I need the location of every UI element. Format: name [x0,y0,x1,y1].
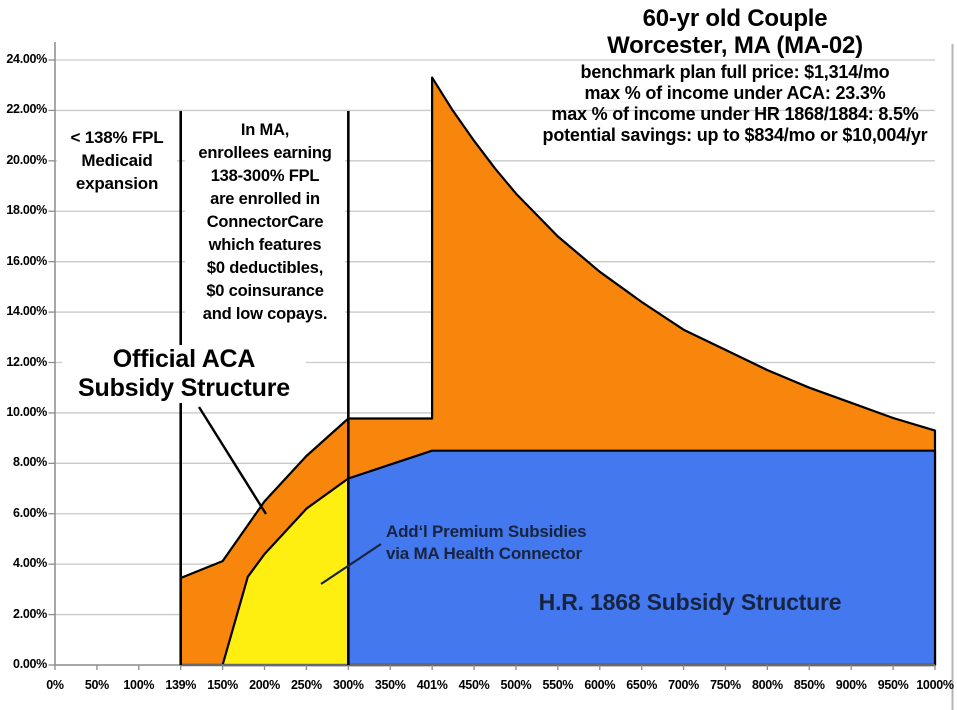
x-axis-tick-label: 800% [751,678,783,692]
x-axis-tick-label: 0% [46,678,64,692]
chart-subtitle-details-line: max % of income under ACA: 23.3% [584,83,886,103]
x-axis-tick-label: 500% [500,678,532,692]
official-aca-structure-label-line: Official ACA [112,345,256,373]
x-axis-tick-label: 550% [542,678,574,692]
x-axis-tick-label: 950% [877,678,909,692]
y-axis-tick-label: 16.00% [6,253,47,268]
connectorcare-note-line: ConnectorCare [206,213,324,231]
chart-subtitle-details: benchmark plan full price: $1,314/mo max … [515,62,955,146]
y-axis-tick-label: 18.00% [6,203,47,218]
x-axis-tick-label: 1000% [916,678,954,692]
x-axis-tick-label: 150% [207,678,238,692]
chart-subtitle-details-line: potential savings: up to $834/mo or $10,… [542,125,928,145]
x-axis-tick-label: 650% [626,678,658,692]
x-axis-tick-label: 700% [668,678,699,692]
x-axis-tick-label: 600% [584,678,616,692]
medicaid-expansion-note: < 138% FPL Medicaid expansion [57,126,177,198]
ma-additional-subsidies-label: Add‘l Premium Subsidies via MA Health Con… [386,521,626,565]
y-axis-tick-label: 24.00% [6,52,47,66]
y-axis-tick-label: 12.00% [6,354,47,369]
y-axis-tick-label: 0.00% [13,657,47,671]
official-aca-structure-label: Official ACA Subsidy Structure [62,345,306,403]
chart-title-block: 60-yr old Couple Worcester, MA (MA-02) be… [515,5,955,146]
ma-additional-subsidies-label-line: Add‘l Premium Subsidies [386,522,587,541]
connectorcare-note-line: enrollees earning [198,144,332,162]
y-axis-tick-label: 10.00% [6,404,47,419]
x-axis-tick-label: 250% [291,678,322,692]
x-axis-tick-label: 50% [84,678,109,692]
chart-title-line: Worcester, MA (MA-02) [607,32,863,59]
official-aca-structure-label-line: Subsidy Structure [78,374,290,402]
y-axis-tick-label: 2.00% [13,606,47,621]
aca-label-leader-line [197,406,268,515]
chart-subtitle-details-line: benchmark plan full price: $1,314/mo [580,62,890,82]
x-axis-tick-label: 401% [416,678,448,692]
connectorcare-note-line: $0 deductibles, [206,259,324,277]
hr1868-structure-label: H.R. 1868 Subsidy Structure [538,589,842,615]
connectorcare-note-line: and low copays. [202,305,328,323]
x-axis-tick-label: 450% [458,678,490,692]
connectorcare-note-line: are enrolled in [210,190,320,208]
y-axis-tick-label: 14.00% [6,304,47,319]
connectorcare-note-line: In MA, [240,121,290,139]
x-axis-tick-label: 750% [710,678,741,692]
connectorcare-note-line: which features [208,236,322,254]
x-axis-tick-label: 139% [165,678,197,692]
medicaid-expansion-note-line: < 138% FPL [70,128,164,147]
medicaid-expansion-note-line: expansion [75,174,159,193]
y-axis-tick-label: 6.00% [13,505,47,520]
chart-title-line: 60-yr old Couple [642,5,828,32]
ma-additional-subsidies-label-line: via MA Health Connector [386,544,582,563]
y-axis-tick-label: 4.00% [13,556,47,571]
connectorcare-note-line: 138-300% FPL [210,167,320,185]
ma-subsidy-leader-line [320,543,382,585]
connectorcare-note: In MA, enrollees earning 138-300% FPL are e… [185,119,345,330]
x-axis-tick-label: 350% [374,678,406,692]
y-axis-tick-label: 8.00% [13,455,47,470]
chart-subtitle-details-line: max % of income under HR 1868/1884: 8.5% [551,104,919,124]
x-axis-tick-label: 200% [249,678,280,692]
x-axis-tick-label: 100% [123,678,155,692]
y-axis-tick-label: 22.00% [6,102,47,117]
y-axis-tick-label: 20.00% [6,152,47,167]
connectorcare-note-line: $0 coinsurance [206,282,324,300]
chart-title: 60-yr old Couple Worcester, MA (MA-02) [515,5,955,59]
x-axis-tick-label: 850% [793,678,825,692]
x-axis-tick-label: 900% [835,678,867,692]
medicaid-expansion-note-line: Medicaid [81,151,153,170]
x-axis-tick-label: 300% [332,678,364,692]
